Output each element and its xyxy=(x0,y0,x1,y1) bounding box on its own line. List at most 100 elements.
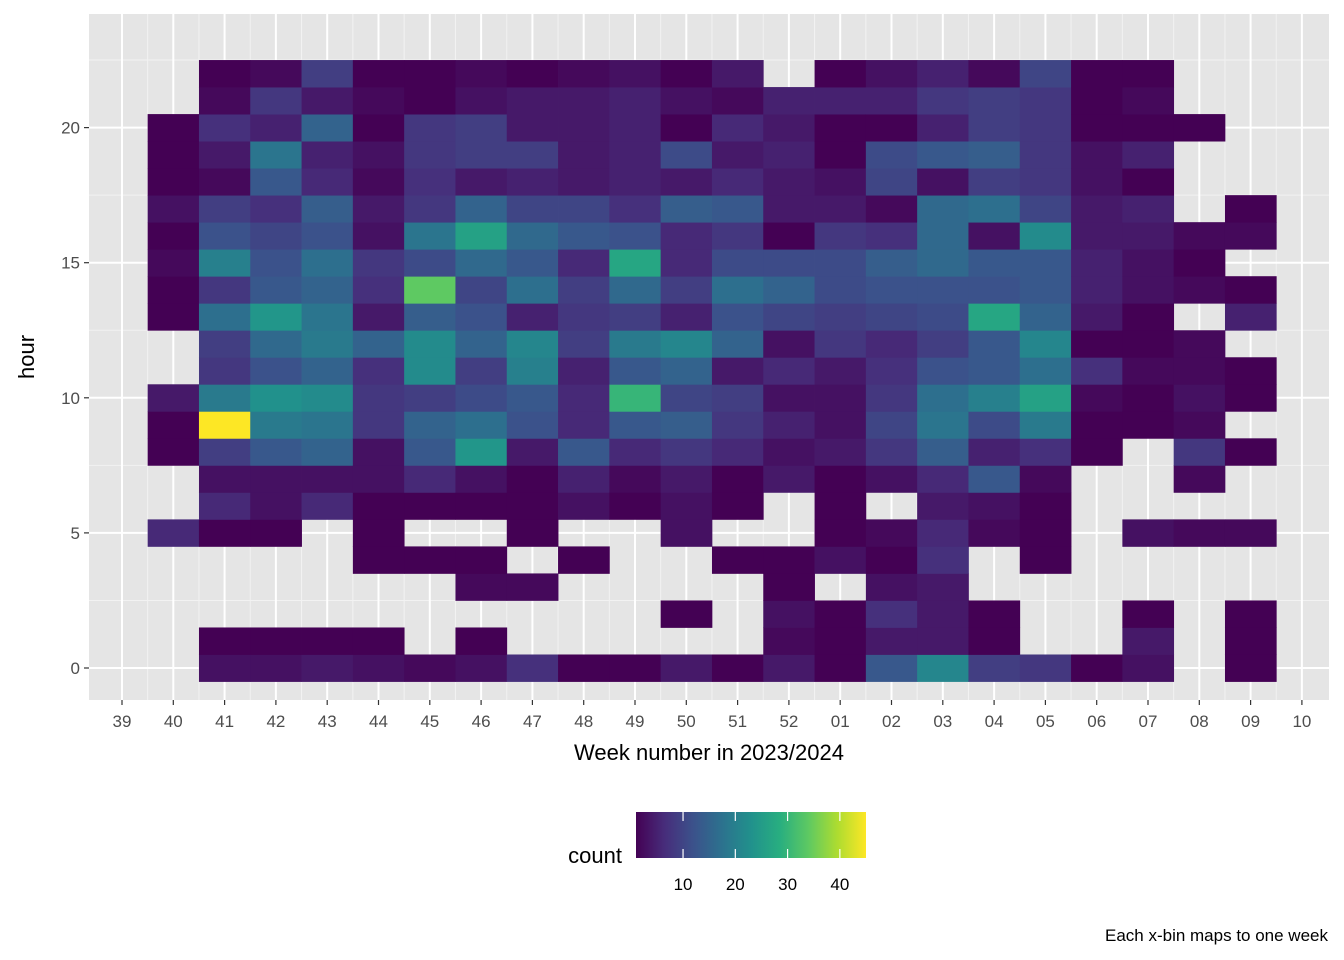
heatmap-tile xyxy=(609,492,661,519)
x-tick-label: 42 xyxy=(266,712,285,731)
heatmap-tile xyxy=(353,438,405,465)
heatmap-tile xyxy=(968,357,1020,384)
chart-caption: Each x-bin maps to one week xyxy=(1105,926,1329,945)
heatmap-tile xyxy=(968,654,1020,681)
heatmap-tile xyxy=(815,411,867,438)
heatmap-tile xyxy=(455,357,507,384)
heatmap-tile xyxy=(404,411,456,438)
heatmap-tile xyxy=(558,195,610,222)
heatmap-tile xyxy=(763,600,815,627)
heatmap-tile xyxy=(353,384,405,411)
heatmap-tile xyxy=(455,168,507,195)
heatmap-tile xyxy=(1225,627,1277,654)
x-tick-label: 41 xyxy=(215,712,234,731)
heatmap-tile xyxy=(712,222,764,249)
heatmap-tile xyxy=(661,141,713,168)
heatmap-tile xyxy=(1122,141,1174,168)
heatmap-tile xyxy=(558,546,610,573)
heatmap-tile xyxy=(1122,60,1174,87)
heatmap-tile xyxy=(866,330,918,357)
heatmap-tile xyxy=(558,654,610,681)
heatmap-tile xyxy=(763,438,815,465)
heatmap-tile xyxy=(1122,276,1174,303)
heatmap-tile xyxy=(712,438,764,465)
heatmap-tile xyxy=(302,330,354,357)
heatmap-tile xyxy=(712,249,764,276)
heatmap-tile xyxy=(302,654,354,681)
heatmap-tile xyxy=(968,519,1020,546)
heatmap-tile xyxy=(1071,195,1123,222)
heatmap-tile xyxy=(917,519,969,546)
heatmap-tile xyxy=(1020,87,1072,114)
heatmap-tile xyxy=(1174,438,1226,465)
heatmap-tile xyxy=(609,114,661,141)
heatmap-tile xyxy=(763,411,815,438)
heatmap-tile xyxy=(917,438,969,465)
heatmap-tile xyxy=(455,222,507,249)
heatmap-tile xyxy=(1174,384,1226,411)
heatmap-tile xyxy=(199,303,251,330)
x-tick-label: 05 xyxy=(1036,712,1055,731)
heatmap-tile xyxy=(455,627,507,654)
x-tick-label: 01 xyxy=(831,712,850,731)
heatmap-tile xyxy=(1020,465,1072,492)
heatmap-tile xyxy=(302,384,354,411)
heatmap-tile xyxy=(455,384,507,411)
heatmap-tile xyxy=(455,654,507,681)
heatmap-tile xyxy=(1071,87,1123,114)
x-tick-label: 48 xyxy=(574,712,593,731)
heatmap-tile xyxy=(661,168,713,195)
heatmap-tile xyxy=(353,546,405,573)
legend-colorbar xyxy=(636,812,866,858)
heatmap-tile xyxy=(1122,330,1174,357)
heatmap-tile xyxy=(455,87,507,114)
heatmap-tile xyxy=(558,114,610,141)
heatmap-tile xyxy=(353,519,405,546)
heatmap-tile xyxy=(866,627,918,654)
heatmap-tile xyxy=(302,411,354,438)
heatmap-tile xyxy=(866,303,918,330)
heatmap-tile xyxy=(815,465,867,492)
heatmap-tile xyxy=(250,330,302,357)
heatmap-tile xyxy=(866,114,918,141)
heatmap-tile xyxy=(815,330,867,357)
heatmap-tile xyxy=(1020,141,1072,168)
heatmap-tile xyxy=(968,492,1020,519)
heatmap-tile xyxy=(661,384,713,411)
heatmap-tile xyxy=(353,168,405,195)
heatmap-tile xyxy=(558,60,610,87)
heatmap-tile xyxy=(917,60,969,87)
heatmap-tile xyxy=(1020,357,1072,384)
heatmap-tile xyxy=(1122,168,1174,195)
heatmap-tile xyxy=(404,249,456,276)
heatmap-tile xyxy=(353,492,405,519)
heatmap-tile xyxy=(815,492,867,519)
heatmap-tile xyxy=(609,60,661,87)
heatmap-tile xyxy=(1071,357,1123,384)
heatmap-tile xyxy=(763,249,815,276)
heatmap-tile xyxy=(1225,195,1277,222)
x-tick-label: 52 xyxy=(779,712,798,731)
heatmap-tile xyxy=(609,465,661,492)
heatmap-tile xyxy=(1020,492,1072,519)
heatmap-tile xyxy=(609,411,661,438)
heatmap-tile xyxy=(507,60,559,87)
x-tick-label: 49 xyxy=(626,712,645,731)
heatmap-tile xyxy=(866,600,918,627)
heatmap-tile xyxy=(1071,249,1123,276)
heatmap-tile xyxy=(1174,114,1226,141)
heatmap-tile xyxy=(763,573,815,600)
heatmap-tile xyxy=(917,465,969,492)
heatmap-tile xyxy=(968,276,1020,303)
heatmap-tile xyxy=(507,492,559,519)
heatmap-tile xyxy=(1071,384,1123,411)
heatmap-tile xyxy=(661,60,713,87)
heatmap-tile xyxy=(1122,87,1174,114)
legend-title: count xyxy=(568,843,622,868)
heatmap-tile xyxy=(250,438,302,465)
heatmap-tile xyxy=(250,492,302,519)
heatmap-tile xyxy=(404,438,456,465)
heatmap-tile xyxy=(250,249,302,276)
heatmap-tile xyxy=(1020,330,1072,357)
heatmap-tile xyxy=(558,438,610,465)
